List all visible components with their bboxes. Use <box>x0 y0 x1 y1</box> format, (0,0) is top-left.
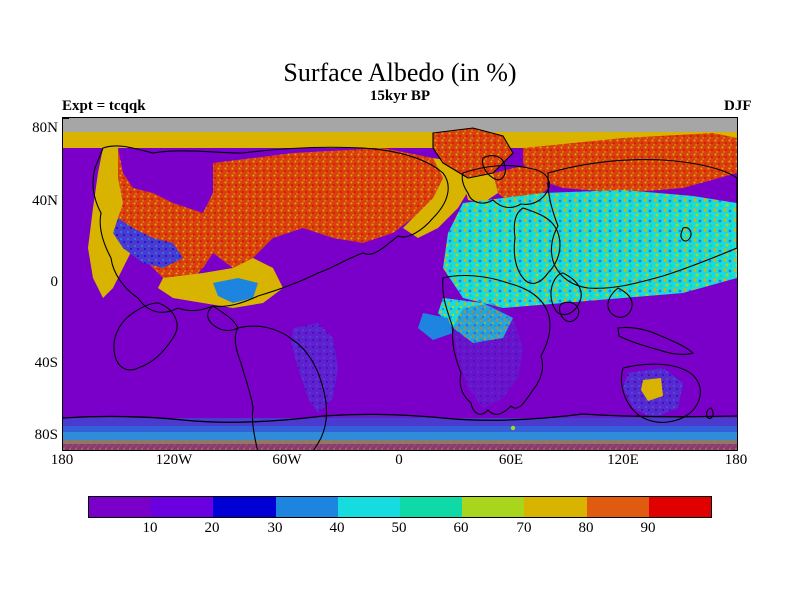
xtick-60w: 60W <box>267 452 307 469</box>
cb-segment-70-80 <box>524 497 586 517</box>
cb-segment-50-60 <box>400 497 462 517</box>
xtick-120e: 120E <box>603 452 643 469</box>
chart-title: Surface Albedo (in %) <box>0 58 800 88</box>
colorbar-tick-labels: 10 20 30 40 50 60 70 80 90 <box>88 518 710 538</box>
world-map-plot <box>62 117 738 451</box>
experiment-label: Expt = tcqqk <box>62 98 146 115</box>
colorbar-container: 10 20 30 40 50 60 70 80 90 <box>88 496 710 538</box>
albedo-map-page: { "title": "Surface Albedo (in %)", "sub… <box>0 0 800 600</box>
xtick-180w: 180 <box>42 452 82 469</box>
xtick-0: 0 <box>379 452 419 469</box>
colorbar-gradient <box>88 496 712 518</box>
ytick-40s: 40S <box>10 355 58 372</box>
xtick-60e: 60E <box>491 452 531 469</box>
cb-segment-20-30 <box>213 497 275 517</box>
ytick-0: 0 <box>10 274 58 291</box>
cb-segment-30-40 <box>276 497 338 517</box>
ytick-40n: 40N <box>10 193 58 210</box>
xtick-180e: 180 <box>716 452 756 469</box>
cb-segment-0-10 <box>89 497 151 517</box>
cb-segment-10-20 <box>151 497 213 517</box>
world-map-svg <box>63 118 737 450</box>
ytick-80s: 80S <box>10 427 58 444</box>
cb-segment-90-100 <box>649 497 711 517</box>
cb-segment-80-90 <box>587 497 649 517</box>
cb-segment-60-70 <box>462 497 524 517</box>
xtick-120w: 120W <box>154 452 194 469</box>
ytick-80n: 80N <box>10 120 58 137</box>
season-label: DJF <box>724 98 752 115</box>
cb-segment-40-50 <box>338 497 400 517</box>
